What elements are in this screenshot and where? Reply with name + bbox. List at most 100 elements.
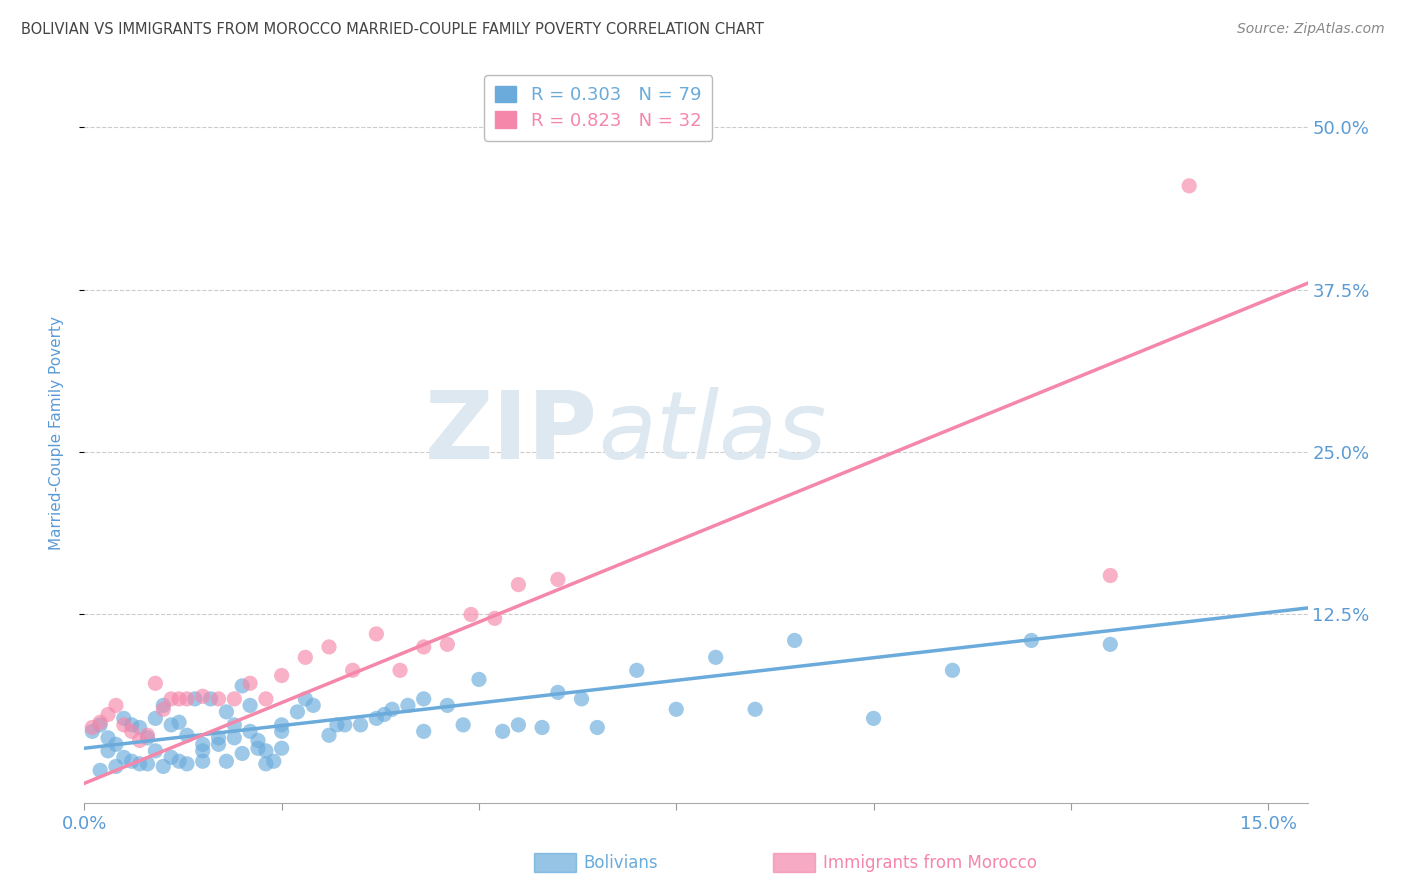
Point (389, 663, 412, 677)
Point (136, 756, 159, 771)
Point (167, 692, 190, 706)
Point (112, 711, 135, 725)
Point (121, 718, 143, 732)
Point (451, 718, 474, 732)
Text: BOLIVIAN VS IMMIGRANTS FROM MOROCCO MARRIED-COUPLE FAMILY POVERTY CORRELATION CH: BOLIVIAN VS IMMIGRANTS FROM MOROCCO MARR… (21, 22, 763, 37)
Point (191, 690, 214, 704)
Point (231, 679, 253, 693)
Point (484, 611, 506, 625)
Point (704, 650, 727, 665)
Point (436, 698, 458, 713)
Point (145, 676, 167, 690)
Point (318, 728, 340, 742)
Legend: R = 0.303   N = 79, R = 0.823   N = 32: R = 0.303 N = 79, R = 0.823 N = 32 (484, 75, 713, 141)
Point (508, 718, 530, 732)
Text: atlas: atlas (598, 387, 827, 478)
Point (97, 731, 120, 745)
Point (128, 733, 150, 747)
Point (862, 711, 884, 725)
Point (191, 744, 214, 758)
Point (207, 731, 229, 745)
Point (366, 711, 388, 725)
Point (104, 737, 127, 751)
Point (112, 750, 135, 764)
Point (160, 750, 183, 764)
Point (571, 692, 593, 706)
Point (184, 692, 207, 706)
Point (82, 724, 104, 739)
Point (547, 685, 569, 699)
Point (121, 754, 143, 768)
Point (396, 698, 419, 713)
Text: Bolivians: Bolivians (583, 854, 658, 871)
Point (224, 731, 246, 745)
Point (89, 718, 111, 732)
Point (191, 737, 214, 751)
Point (373, 707, 395, 722)
Point (270, 668, 292, 682)
Point (97, 707, 120, 722)
Point (381, 702, 404, 716)
Point (1178, 178, 1201, 193)
Point (176, 728, 198, 742)
Point (412, 724, 434, 739)
Point (191, 754, 214, 768)
Point (215, 754, 238, 768)
Point (586, 721, 609, 735)
Point (531, 721, 554, 735)
Point (145, 711, 167, 725)
Point (239, 676, 262, 690)
Point (508, 577, 530, 591)
Point (112, 718, 135, 732)
Point (941, 663, 963, 677)
Point (246, 741, 269, 756)
Point (207, 692, 229, 706)
Point (783, 633, 806, 648)
Point (254, 744, 277, 758)
Point (412, 640, 434, 654)
Point (160, 718, 183, 732)
Point (254, 692, 277, 706)
Point (333, 718, 356, 732)
Point (104, 759, 127, 773)
Point (176, 692, 198, 706)
Point (468, 673, 491, 687)
Point (547, 573, 569, 587)
Point (302, 698, 325, 713)
Point (294, 692, 316, 706)
Point (136, 728, 159, 742)
Point (287, 705, 309, 719)
Point (200, 692, 222, 706)
Point (82, 721, 104, 735)
Point (145, 744, 167, 758)
Point (460, 607, 482, 622)
Point (224, 692, 246, 706)
Point (626, 663, 648, 677)
Point (744, 702, 766, 716)
Text: Source: ZipAtlas.com: Source: ZipAtlas.com (1237, 22, 1385, 37)
Point (121, 724, 143, 739)
Point (270, 718, 292, 732)
Point (349, 718, 371, 732)
Point (152, 702, 174, 716)
Point (270, 741, 292, 756)
Point (176, 756, 198, 771)
Point (246, 733, 269, 747)
Point (128, 721, 150, 735)
Point (224, 718, 246, 732)
Point (215, 705, 238, 719)
Point (239, 724, 262, 739)
Point (326, 718, 349, 732)
Point (263, 754, 285, 768)
Point (104, 698, 127, 713)
Point (128, 756, 150, 771)
Point (366, 627, 388, 641)
Point (294, 650, 316, 665)
Point (136, 731, 159, 745)
Point (167, 754, 190, 768)
Point (207, 737, 229, 751)
Text: Immigrants from Morocco: Immigrants from Morocco (823, 854, 1036, 871)
Point (270, 724, 292, 739)
Point (1021, 633, 1043, 648)
Point (89, 764, 111, 778)
